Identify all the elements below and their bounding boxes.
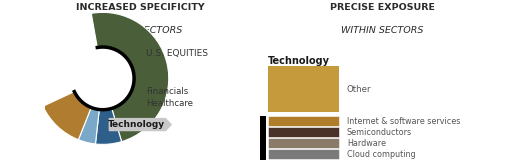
Text: AMONG SECTORS: AMONG SECTORS: [98, 26, 182, 35]
Text: Cloud computing: Cloud computing: [346, 150, 415, 159]
Text: Technology: Technology: [267, 56, 329, 66]
Text: U.S. EQUITIES: U.S. EQUITIES: [146, 49, 207, 58]
Text: Semiconductors: Semiconductors: [346, 128, 411, 137]
Text: Other: Other: [346, 85, 371, 94]
Wedge shape: [78, 108, 99, 144]
Wedge shape: [43, 92, 91, 140]
Text: Internet & software services: Internet & software services: [346, 117, 459, 126]
Text: Healthcare: Healthcare: [146, 99, 192, 108]
Bar: [267, 138, 338, 148]
Text: INCREASED SPECIFICITY: INCREASED SPECIFICITY: [76, 3, 205, 12]
Text: PRECISE EXPOSURE: PRECISE EXPOSURE: [329, 3, 434, 12]
Bar: [267, 127, 338, 137]
Text: Hardware: Hardware: [346, 139, 385, 148]
Bar: [267, 149, 338, 159]
Bar: [267, 116, 338, 126]
Wedge shape: [91, 12, 168, 142]
Wedge shape: [95, 108, 121, 144]
Bar: [267, 66, 338, 112]
Text: WITHIN SECTORS: WITHIN SECTORS: [341, 26, 423, 35]
Text: Technology: Technology: [108, 120, 165, 129]
FancyArrow shape: [109, 119, 171, 131]
Bar: [260, 116, 265, 160]
Text: Financials: Financials: [146, 87, 187, 96]
